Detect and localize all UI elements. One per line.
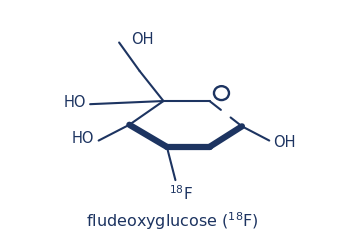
Text: OH: OH bbox=[273, 135, 295, 150]
Text: HO: HO bbox=[72, 132, 95, 146]
Text: fludeoxyglucose ($^{18}$F): fludeoxyglucose ($^{18}$F) bbox=[86, 210, 258, 232]
Text: $^{18}$F: $^{18}$F bbox=[169, 184, 193, 203]
Text: HO: HO bbox=[64, 95, 86, 110]
Text: OH: OH bbox=[131, 32, 153, 47]
